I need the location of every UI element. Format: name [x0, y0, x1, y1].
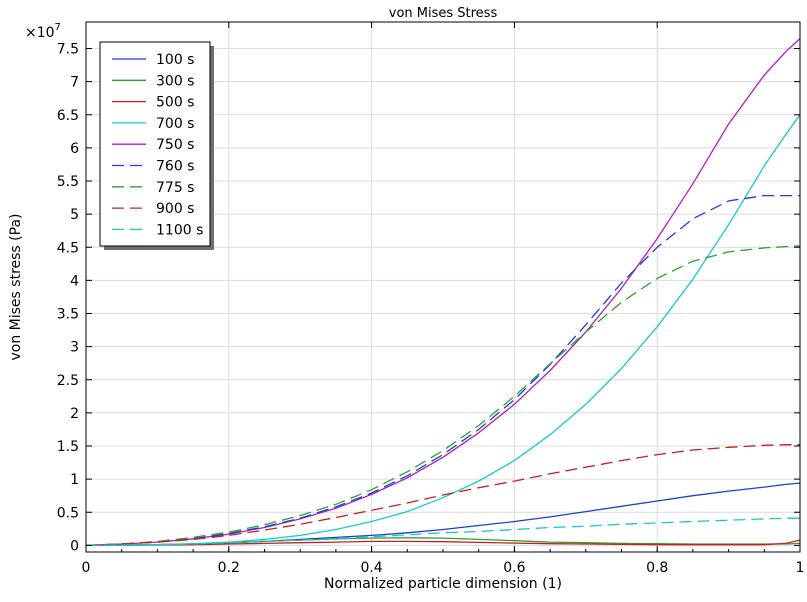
series-line-500s [85, 539, 801, 547]
y-axis-label: von Mises stress (Pa) [8, 214, 24, 361]
x-tick-label: 0 [82, 560, 91, 576]
y-tick-label: 6 [70, 141, 79, 157]
grid-layer [85, 22, 801, 552]
y-tick-label: 7 [70, 75, 79, 91]
x-tick-label: 1 [796, 560, 805, 576]
legend-label: 300 s [156, 73, 194, 89]
y-tick-label: 4.5 [57, 240, 79, 256]
y-tick-label: 7.5 [57, 42, 79, 58]
y-tick-label: 2.5 [57, 373, 79, 389]
y-tick-label: 2 [70, 406, 79, 422]
legend-label: 100 s [156, 52, 194, 68]
x-axis-label: Normalized particle dimension (1) [324, 576, 562, 592]
series-line-750s [85, 38, 801, 547]
y-tick-label: 5.5 [57, 174, 79, 190]
y-tick-label: 0.5 [57, 505, 79, 521]
legend-label: 760 s [156, 159, 194, 175]
series-line-775s [85, 245, 801, 547]
legend-label: 750 s [156, 137, 194, 153]
y-tick-label: 5 [70, 207, 79, 223]
x-tick-label: 0.2 [218, 560, 240, 576]
series-line-700s [85, 114, 801, 547]
series-line-760s [85, 194, 800, 547]
series-line-900s [85, 444, 800, 547]
y-tick-label: 1.5 [57, 439, 79, 455]
y-tick-label: 0 [70, 538, 79, 554]
y-tick-label: 6.5 [57, 108, 79, 124]
legend: 100 s 300 s 500 s 700 s 750 s 760 s 775 s 900 s… [99, 41, 214, 250]
x-tick-label: 0.8 [646, 560, 668, 576]
legend-label: 775 s [156, 180, 194, 196]
x-tick-label: 0.6 [503, 560, 525, 576]
legend-label: 500 s [156, 95, 194, 111]
y-tick-label: 3.5 [57, 307, 79, 323]
y-tick-label: 4 [70, 273, 79, 289]
tick-layer: 0 0.2 0.4 0.6 0.8 1 0 0.5 1 1.5 2 2.5 3 3.5 4 4.5 5 5.5 6 6… [57, 22, 805, 576]
y-tick-label: 1 [70, 472, 79, 488]
x-tick-label: 0.4 [360, 560, 382, 576]
series-layer [85, 38, 801, 547]
chart-title: von Mises Stress [389, 6, 498, 21]
y-tick-label: 3 [70, 340, 79, 356]
legend-label: 1100 s [156, 222, 203, 238]
legend-label: 700 s [156, 116, 194, 132]
y-axis-multiplier: ×107 [25, 22, 61, 41]
legend-label: 900 s [156, 201, 194, 217]
